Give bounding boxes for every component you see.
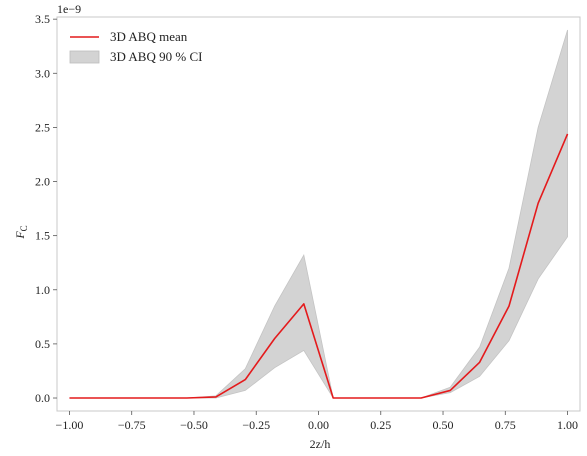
- ci-band: [69, 29, 568, 399]
- x-tick-label: 0.25: [370, 418, 391, 432]
- legend-ci-label: 3D ABQ 90 % CI: [110, 49, 202, 64]
- y-axis-ticks: 0.0 0.5 1.0 1.5 2.0 2.5 3.0 3.5: [35, 12, 57, 405]
- y-axis-label-subscript: C: [19, 225, 29, 231]
- y-tick-label: 2.5: [35, 120, 50, 134]
- x-axis-label: 2z/h: [310, 437, 331, 451]
- x-tick-label: 0.50: [433, 418, 454, 432]
- y-tick-label: 0.0: [35, 391, 50, 405]
- y-tick-label: 0.5: [35, 337, 50, 351]
- y-axis-label-main: F: [13, 231, 27, 240]
- x-tick-label: −0.50: [180, 418, 208, 432]
- y-tick-label: 1.0: [35, 283, 50, 297]
- legend-ci-swatch: [69, 50, 100, 64]
- x-axis-ticks: −1.00 −0.75 −0.50 −0.25 0.00 0.25 0.50 0.75 1.00: [56, 411, 578, 432]
- legend: 3D ABQ mean 3D ABQ 90 % CI: [69, 29, 202, 64]
- x-tick-label: 0.75: [495, 418, 516, 432]
- y-tick-label: 2.0: [35, 175, 50, 189]
- y-axis-label: FC: [13, 225, 29, 239]
- x-tick-label: −0.25: [242, 418, 270, 432]
- series-line-0: [69, 133, 569, 399]
- y-tick-label: 3.0: [35, 66, 50, 80]
- x-tick-label: 1.00: [557, 418, 578, 432]
- y-tick-label: 1.5: [35, 229, 50, 243]
- x-tick-label: 0.00: [308, 418, 329, 432]
- ci-band-layer: [69, 29, 568, 399]
- y-tick-label: 3.5: [35, 12, 50, 26]
- x-tick-label: −0.75: [118, 418, 146, 432]
- mean-line-layer: [69, 133, 569, 399]
- y-axis-scale-label: 1e−9: [57, 2, 81, 16]
- x-tick-label: −1.00: [56, 418, 84, 432]
- legend-mean-label: 3D ABQ mean: [110, 29, 188, 44]
